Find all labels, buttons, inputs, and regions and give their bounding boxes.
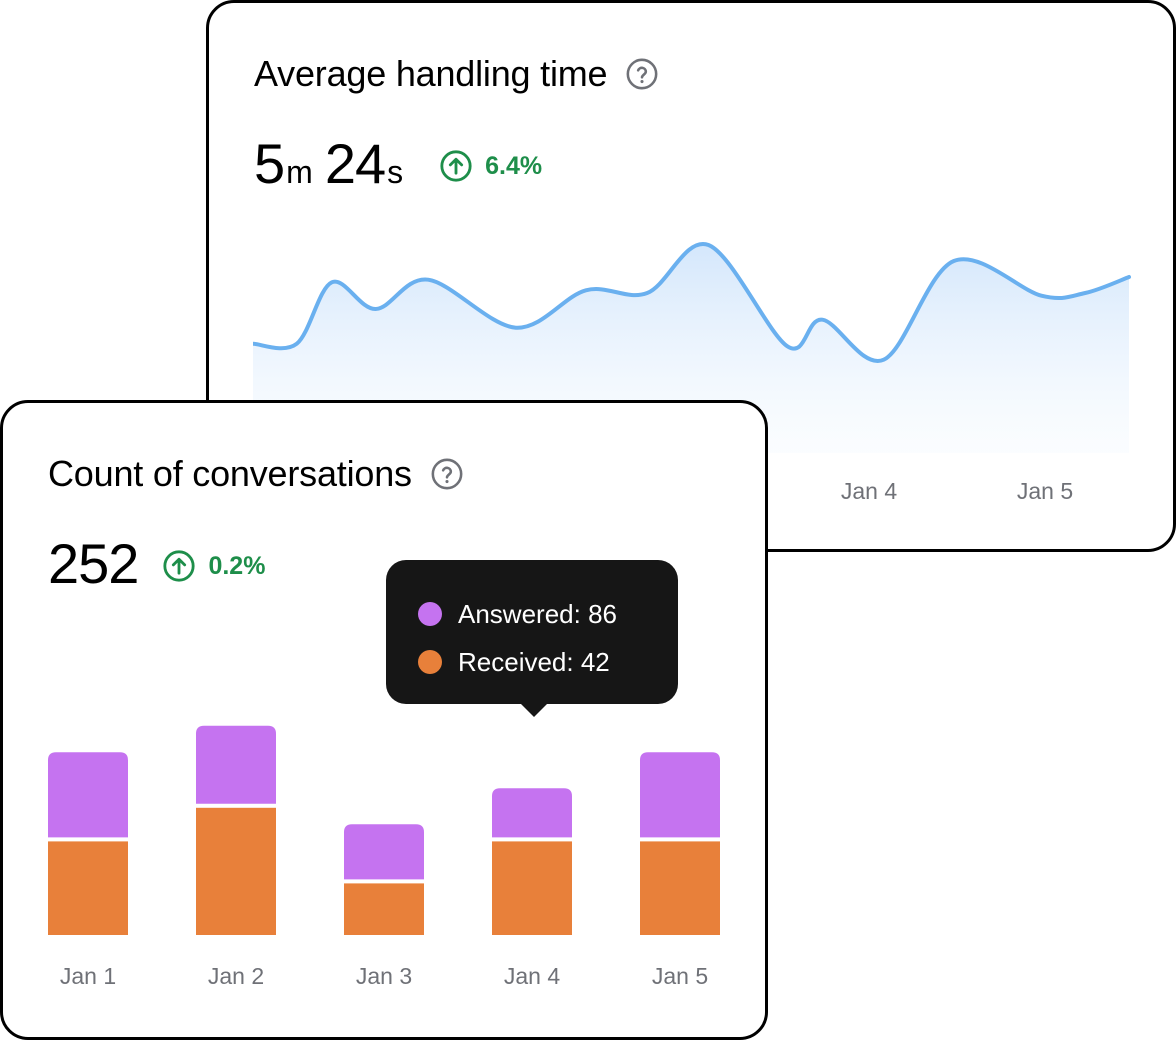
received-swatch bbox=[418, 650, 442, 674]
bar-tooltip: Answered: 86 Received: 42 bbox=[386, 560, 678, 717]
bar-received-1[interactable] bbox=[48, 841, 128, 935]
aht-x-tick-label: Jan 4 bbox=[840, 478, 898, 504]
bar-answered-3[interactable] bbox=[344, 824, 424, 880]
bar-received-5[interactable] bbox=[640, 841, 720, 935]
count-x-tick-label: Jan 3 bbox=[355, 963, 413, 989]
help-circle-icon[interactable] bbox=[430, 457, 464, 491]
count-stacked-bar-chart bbox=[48, 725, 720, 935]
count-change-value: 0.2% bbox=[208, 551, 266, 580]
aht-title: Average handling time bbox=[254, 53, 608, 94]
count-change-badge: 0.2% bbox=[162, 549, 265, 583]
count-title: Count of conversations bbox=[48, 453, 412, 494]
bar-received-4[interactable] bbox=[492, 841, 572, 935]
aht-title-row: Average handling time bbox=[254, 53, 659, 95]
help-circle-icon[interactable] bbox=[625, 57, 659, 91]
count-x-tick-label: Jan 4 bbox=[503, 963, 561, 989]
count-x-tick-label: Jan 2 bbox=[207, 963, 265, 989]
count-value: 252 bbox=[48, 532, 139, 595]
aht-x-tick-label: Jan 5 bbox=[1016, 478, 1074, 504]
aht-change-value: 6.4% bbox=[485, 151, 543, 180]
bar-received-3[interactable] bbox=[344, 883, 424, 935]
aht-series-line bbox=[253, 241, 1131, 363]
bar-received-2[interactable] bbox=[196, 807, 276, 935]
bar-answered-5[interactable] bbox=[640, 752, 720, 838]
count-x-tick-label: Jan 1 bbox=[59, 963, 117, 989]
tooltip-answered-label: Answered: 86 bbox=[458, 598, 617, 629]
bar-answered-1[interactable] bbox=[48, 752, 128, 838]
aht-change-badge: 6.4% bbox=[439, 149, 542, 183]
tooltip-row-answered: Answered: 86 bbox=[418, 590, 678, 638]
bar-answered-2[interactable] bbox=[196, 725, 276, 804]
count-bars bbox=[48, 725, 720, 935]
aht-minutes: 5 bbox=[254, 132, 285, 195]
count-metric: 252 0.2% bbox=[48, 531, 265, 596]
answered-swatch bbox=[418, 602, 442, 626]
arrow-up-circle-icon bbox=[440, 150, 472, 182]
bar-answered-4[interactable] bbox=[492, 788, 572, 838]
tooltip-received-label: Received: 42 bbox=[458, 646, 610, 677]
aht-seconds-unit: s bbox=[387, 154, 404, 190]
aht-metric: 5 m 24 s 6.4% bbox=[254, 131, 542, 196]
count-title-row: Count of conversations bbox=[48, 453, 464, 495]
aht-minutes-unit: m bbox=[286, 154, 313, 190]
aht-seconds: 24 bbox=[324, 132, 386, 195]
count-of-conversations-card: Count of conversations 252 0.2% Jan 1 Jan… bbox=[0, 400, 768, 1040]
tooltip-row-received: Received: 42 bbox=[418, 638, 678, 686]
arrow-up-circle-icon bbox=[163, 550, 196, 582]
count-x-tick-label: Jan 5 bbox=[651, 963, 709, 989]
